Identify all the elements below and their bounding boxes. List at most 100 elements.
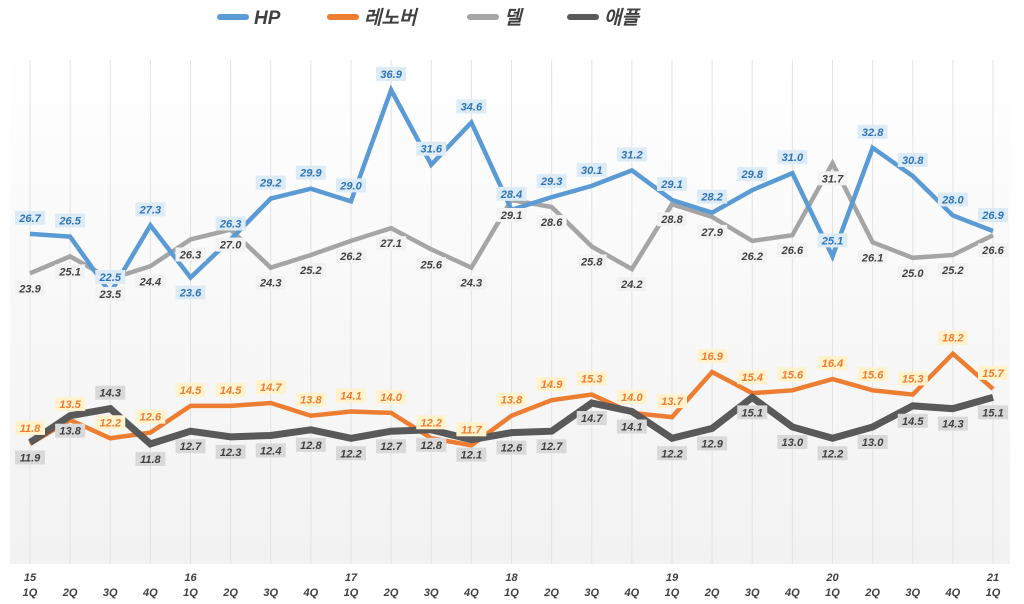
data-label: 29.8 xyxy=(741,169,764,181)
data-label: 14.9 xyxy=(541,379,563,391)
x-tick-quarter: 2Q xyxy=(543,587,559,599)
data-label: 15.1 xyxy=(982,407,1003,419)
data-label-bg xyxy=(777,243,808,258)
x-tick-year: 21 xyxy=(986,572,999,584)
x-tick-quarter: 2Q xyxy=(222,587,238,599)
data-label: 12.1 xyxy=(461,450,482,462)
data-label-bg xyxy=(295,437,326,452)
data-label-bg xyxy=(376,67,407,81)
data-label: 25.8 xyxy=(580,257,603,269)
data-label: 14.1 xyxy=(621,421,642,433)
data-label: 12.8 xyxy=(300,440,322,452)
plot-area xyxy=(10,42,1010,564)
data-label-bg xyxy=(295,262,326,277)
data-label: 28.0 xyxy=(941,194,964,206)
x-tick-quarter: 2Q xyxy=(383,587,399,599)
data-label: 26.7 xyxy=(18,213,41,225)
data-label-bg xyxy=(336,248,366,263)
data-label: 11.8 xyxy=(20,423,41,435)
data-label-bg xyxy=(456,447,487,462)
data-label: 25.2 xyxy=(299,265,321,277)
legend-label: HP xyxy=(254,8,281,29)
data-label-bg xyxy=(55,396,86,411)
x-tick-year: 19 xyxy=(666,572,679,584)
data-label: 14.0 xyxy=(380,392,402,404)
data-label-bg xyxy=(175,439,206,454)
data-label: 26.2 xyxy=(339,251,361,263)
data-label-bg xyxy=(857,250,888,265)
data-label: 12.3 xyxy=(220,447,241,459)
data-label-bg xyxy=(857,434,888,449)
data-label-bg xyxy=(576,411,607,426)
data-label-bg xyxy=(255,275,286,290)
data-label-bg xyxy=(616,147,647,162)
data-label: 15.3 xyxy=(581,374,602,386)
data-label: 15.6 xyxy=(862,369,884,381)
data-label-bg xyxy=(55,423,86,438)
legend-label: 레노버 xyxy=(364,7,419,29)
data-label-bg xyxy=(897,413,928,428)
data-label: 29.1 xyxy=(500,210,522,222)
data-label: 15.3 xyxy=(902,374,923,386)
data-label-bg xyxy=(376,439,407,454)
data-label-bg xyxy=(657,212,687,227)
data-label-bg xyxy=(376,389,407,404)
data-label-bg xyxy=(737,248,768,263)
x-tick-year: 20 xyxy=(825,572,839,584)
data-label-bg xyxy=(616,419,647,434)
data-label-bg xyxy=(336,446,366,461)
data-label: 27.1 xyxy=(379,238,401,250)
data-label-bg xyxy=(737,405,768,420)
x-tick-quarter: 1Q xyxy=(665,587,680,599)
x-tick-quarter: 2Q xyxy=(704,587,720,599)
x-tick-year: 16 xyxy=(184,572,197,584)
data-label-bg xyxy=(95,415,126,430)
data-label: 31.7 xyxy=(822,173,844,185)
data-label-bg xyxy=(15,210,45,225)
data-label: 24.4 xyxy=(139,276,161,288)
data-label: 14.3 xyxy=(942,419,963,431)
data-label: 12.2 xyxy=(661,448,682,460)
data-label: 22.5 xyxy=(99,272,122,284)
data-label: 31.0 xyxy=(782,152,804,164)
data-label: 29.2 xyxy=(259,178,281,190)
x-tick-quarter: 1Q xyxy=(344,587,359,599)
data-label: 12.9 xyxy=(701,438,723,450)
data-label: 28.6 xyxy=(540,217,563,229)
data-label: 27.0 xyxy=(219,240,242,252)
data-label: 16.4 xyxy=(822,358,843,370)
data-label-bg xyxy=(416,437,447,452)
x-tick-quarter: 1Q xyxy=(504,587,519,599)
data-label-bg xyxy=(95,286,126,301)
data-label-bg xyxy=(175,285,206,300)
data-label-bg xyxy=(616,277,647,292)
data-label-bg xyxy=(536,215,567,230)
data-label: 26.9 xyxy=(981,210,1004,222)
data-label: 14.0 xyxy=(621,392,643,404)
data-label: 31.6 xyxy=(421,144,443,156)
data-label: 12.7 xyxy=(380,441,402,453)
data-label: 12.6 xyxy=(140,412,162,424)
data-label: 26.1 xyxy=(861,252,883,264)
data-label-bg xyxy=(15,281,45,296)
x-tick-quarter: 2Q xyxy=(62,587,78,599)
gridlines xyxy=(29,60,994,564)
data-label: 27.9 xyxy=(700,227,723,239)
x-tick-quarter: 4Q xyxy=(142,587,158,599)
data-label-bg xyxy=(737,167,768,182)
data-label-bg xyxy=(496,392,527,407)
data-label-bg xyxy=(777,367,808,382)
data-label: 12.7 xyxy=(180,441,202,453)
data-label-bg xyxy=(857,124,888,139)
data-label-bg xyxy=(135,451,166,466)
data-label-bg xyxy=(817,171,848,186)
data-label: 26.3 xyxy=(179,249,201,261)
data-label: 26.5 xyxy=(58,216,81,228)
data-label: 23.6 xyxy=(179,288,202,300)
data-label-bg xyxy=(937,262,968,277)
x-tick-quarter: 3Q xyxy=(905,587,920,599)
data-label-bg xyxy=(456,275,487,290)
data-label: 11.7 xyxy=(461,424,482,436)
data-label-bg xyxy=(536,377,567,392)
